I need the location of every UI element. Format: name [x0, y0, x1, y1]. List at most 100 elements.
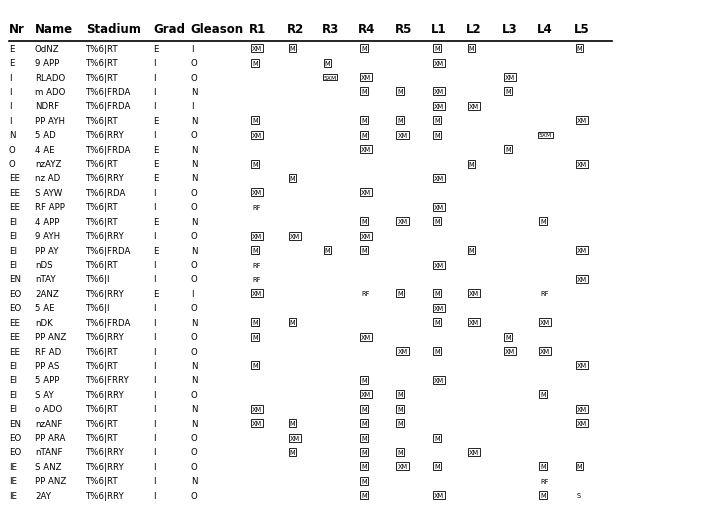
Text: o ADO: o ADO [35, 405, 62, 414]
Text: M: M [361, 435, 367, 441]
Text: O: O [191, 390, 197, 399]
Text: XM: XM [434, 176, 444, 182]
Text: EE: EE [9, 203, 20, 212]
Text: 2ANZ: 2ANZ [35, 289, 59, 298]
Text: XM: XM [397, 348, 408, 355]
Text: M: M [469, 247, 475, 254]
Text: M: M [540, 391, 546, 397]
Text: M: M [434, 291, 440, 297]
Text: M: M [577, 464, 582, 470]
Text: T%6|RT: T%6|RT [86, 361, 119, 370]
Text: EE: EE [9, 332, 20, 341]
Text: EI: EI [9, 376, 17, 385]
Text: I: I [153, 261, 155, 270]
Text: I: I [9, 88, 11, 97]
Text: 2AY: 2AY [35, 491, 51, 500]
Text: N: N [191, 217, 197, 226]
Text: I: I [153, 304, 155, 313]
Text: T%6|RRY: T%6|RRY [86, 289, 124, 298]
Text: Stadium: Stadium [86, 23, 141, 36]
Text: M: M [397, 291, 403, 297]
Text: XM: XM [434, 61, 444, 67]
Text: I: I [153, 73, 155, 82]
Text: E: E [153, 217, 159, 226]
Text: T%6|RRY: T%6|RRY [86, 491, 124, 500]
Text: I: I [191, 289, 193, 298]
Text: M: M [397, 391, 403, 397]
Text: T%6|FRDA: T%6|FRDA [86, 318, 131, 327]
Text: nz AD: nz AD [35, 174, 60, 183]
Text: S ANZ: S ANZ [35, 462, 61, 471]
Text: T%6|RRY: T%6|RRY [86, 232, 124, 241]
Text: M: M [252, 363, 258, 369]
Text: M: M [397, 89, 403, 95]
Text: T%6|RRY: T%6|RRY [86, 447, 124, 457]
Text: EE: EE [9, 188, 20, 197]
Text: M: M [290, 449, 296, 455]
Text: M: M [252, 320, 258, 326]
Text: M: M [397, 420, 403, 426]
Text: EI: EI [9, 361, 17, 370]
Text: I: I [153, 318, 155, 327]
Text: T%6|RT: T%6|RT [86, 160, 119, 169]
Text: N: N [191, 117, 197, 126]
Text: I: I [153, 476, 155, 485]
Text: 5 APP: 5 APP [35, 376, 59, 385]
Text: EO: EO [9, 433, 21, 442]
Text: I: I [9, 117, 11, 126]
Text: T%6|I: T%6|I [86, 275, 111, 284]
Text: XM: XM [469, 320, 479, 326]
Text: N: N [191, 405, 197, 414]
Text: R1: R1 [249, 23, 266, 36]
Text: T%6|RT: T%6|RT [86, 73, 119, 82]
Text: I: I [9, 102, 11, 111]
Text: S AY: S AY [35, 390, 54, 399]
Text: O: O [191, 261, 197, 270]
Text: XM: XM [540, 320, 550, 326]
Text: PP ANZ: PP ANZ [35, 332, 66, 341]
Text: 5 AE: 5 AE [35, 304, 55, 313]
Text: PP AS: PP AS [35, 361, 59, 370]
Text: nDK: nDK [35, 318, 52, 327]
Text: O: O [191, 347, 197, 356]
Text: T%6|RT: T%6|RT [86, 261, 119, 270]
Text: L2: L2 [466, 23, 481, 36]
Text: E: E [153, 174, 159, 183]
Text: XM: XM [361, 147, 371, 153]
Text: EI: EI [9, 246, 17, 255]
Text: M: M [361, 118, 367, 124]
Text: M: M [252, 247, 258, 254]
Text: EO: EO [9, 447, 21, 457]
Text: M: M [361, 406, 367, 412]
Text: EE: EE [9, 347, 20, 356]
Text: M: M [361, 420, 367, 426]
Text: 9 APP: 9 APP [35, 59, 59, 68]
Text: O: O [9, 160, 15, 169]
Text: OdNZ: OdNZ [35, 44, 60, 54]
Text: O: O [191, 462, 197, 471]
Text: I: I [191, 102, 193, 111]
Text: XM: XM [361, 233, 371, 239]
Text: NDRF: NDRF [35, 102, 59, 111]
Text: M: M [290, 176, 296, 182]
Text: O: O [191, 73, 197, 82]
Text: R3: R3 [322, 23, 339, 36]
Text: XM: XM [290, 233, 300, 239]
Text: I: I [153, 491, 155, 500]
Text: XM: XM [505, 75, 515, 81]
Text: XM: XM [434, 492, 444, 498]
Text: XM: XM [434, 104, 444, 110]
Text: I: I [153, 390, 155, 399]
Text: I: I [153, 275, 155, 284]
Text: M: M [361, 492, 367, 498]
Text: T%6|RT: T%6|RT [86, 347, 119, 356]
Text: E: E [153, 246, 159, 255]
Text: PP AYH: PP AYH [35, 117, 65, 126]
Text: M: M [252, 118, 258, 124]
Text: S: S [577, 492, 581, 498]
Text: M: M [361, 247, 367, 254]
Text: E: E [153, 289, 159, 298]
Text: XM: XM [577, 363, 587, 369]
Text: EN: EN [9, 419, 20, 428]
Text: I: I [153, 332, 155, 341]
